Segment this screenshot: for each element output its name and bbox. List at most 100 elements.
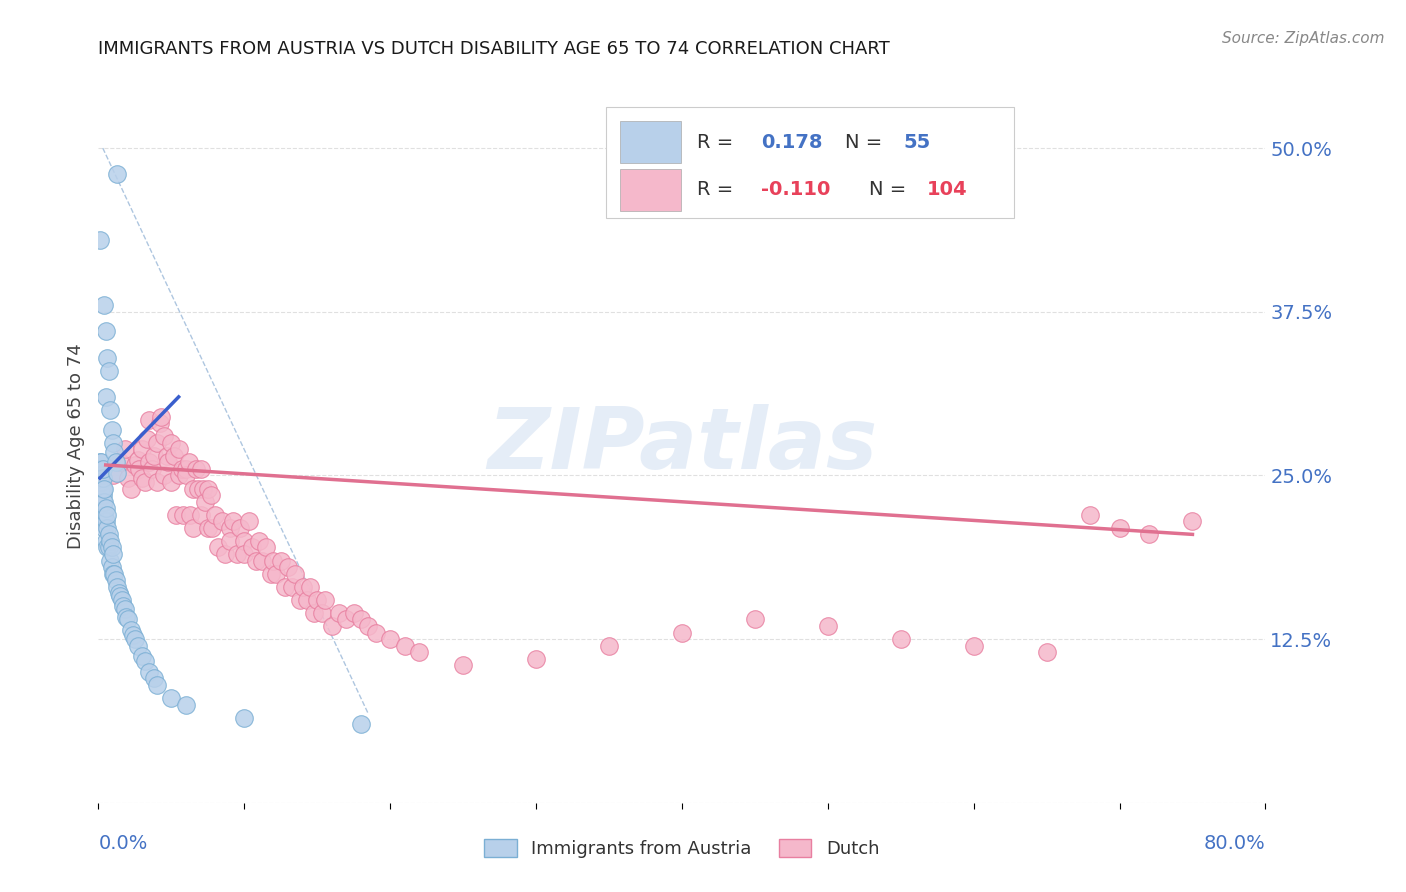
Point [266, 566, 288, 581]
Point [238, 514, 260, 528]
Point [110, 455, 132, 469]
Point [93, 521, 115, 535]
Point [291, 580, 314, 594]
Point [103, 566, 125, 581]
Point [201, 521, 224, 535]
Point [163, 449, 186, 463]
Point [451, 658, 474, 673]
Point [105, 466, 128, 480]
Point [1035, 645, 1057, 659]
Point [211, 514, 233, 528]
Point [100, 541, 122, 555]
Point [270, 553, 292, 567]
Text: 0.178: 0.178 [761, 133, 823, 152]
Text: IMMIGRANTS FROM AUSTRIA VS DUTCH DISABILITY AGE 65 TO 74 CORRELATION CHART: IMMIGRANTS FROM AUSTRIA VS DUTCH DISABIL… [98, 40, 890, 58]
Point [214, 547, 236, 561]
Point [671, 625, 693, 640]
Point [146, 678, 169, 692]
Point [149, 416, 172, 430]
Point [89, 233, 111, 247]
Text: Source: ZipAtlas.com: Source: ZipAtlas.com [1222, 31, 1385, 46]
Point [105, 167, 128, 181]
Text: 104: 104 [927, 180, 967, 199]
Point [250, 553, 273, 567]
Point [117, 471, 139, 485]
Point [93, 298, 115, 312]
Point [103, 445, 125, 459]
Point [218, 521, 240, 535]
Point [890, 632, 912, 647]
Point [167, 468, 190, 483]
Point [186, 462, 208, 476]
Point [100, 423, 122, 437]
Point [142, 672, 165, 686]
Point [89, 455, 111, 469]
Text: ZIPatlas: ZIPatlas [486, 404, 877, 488]
Point [181, 482, 204, 496]
Point [350, 612, 373, 626]
Point [110, 589, 132, 603]
Point [1080, 508, 1102, 522]
Point [174, 698, 197, 712]
Point [321, 619, 343, 633]
Point [598, 639, 620, 653]
Point [124, 632, 146, 647]
Point [93, 482, 115, 496]
Point [190, 462, 212, 476]
Legend: Immigrants from Austria, Dutch: Immigrants from Austria, Dutch [477, 831, 887, 865]
Point [90, 468, 112, 483]
Point [108, 586, 131, 600]
Point [247, 533, 270, 548]
Point [157, 455, 180, 469]
Point [380, 632, 402, 647]
Point [91, 494, 114, 508]
Point [90, 455, 112, 469]
Text: R =: R = [697, 133, 740, 152]
Point [89, 468, 111, 483]
Point [96, 351, 118, 365]
Text: 55: 55 [904, 133, 931, 152]
FancyBboxPatch shape [606, 107, 1015, 218]
Point [98, 553, 121, 567]
Point [194, 494, 217, 508]
Point [328, 606, 350, 620]
Point [89, 475, 111, 489]
Point [104, 455, 127, 469]
Point [142, 449, 165, 463]
Point [97, 527, 120, 541]
Point [94, 501, 117, 516]
FancyBboxPatch shape [620, 121, 681, 162]
Point [98, 403, 121, 417]
Point [298, 580, 321, 594]
Text: N =: N = [845, 133, 889, 152]
Point [98, 533, 121, 548]
Point [90, 462, 112, 476]
Point [160, 475, 183, 489]
Point [104, 573, 127, 587]
Point [1137, 527, 1160, 541]
Point [233, 533, 256, 548]
Point [111, 592, 134, 607]
Point [138, 455, 160, 469]
Point [101, 547, 124, 561]
Point [304, 606, 326, 620]
Point [207, 541, 229, 555]
Point [350, 717, 373, 731]
Point [120, 482, 142, 496]
Point [114, 602, 136, 616]
Point [167, 442, 190, 457]
Point [128, 462, 150, 476]
Point [204, 508, 226, 522]
Point [90, 475, 112, 489]
Point [744, 612, 766, 626]
Point [131, 471, 153, 485]
Point [221, 514, 243, 528]
Point [89, 462, 111, 476]
Point [127, 452, 149, 467]
Point [274, 580, 297, 594]
Point [91, 482, 114, 496]
Point [117, 612, 139, 626]
Point [343, 606, 366, 620]
Point [138, 413, 160, 427]
Point [197, 521, 219, 535]
